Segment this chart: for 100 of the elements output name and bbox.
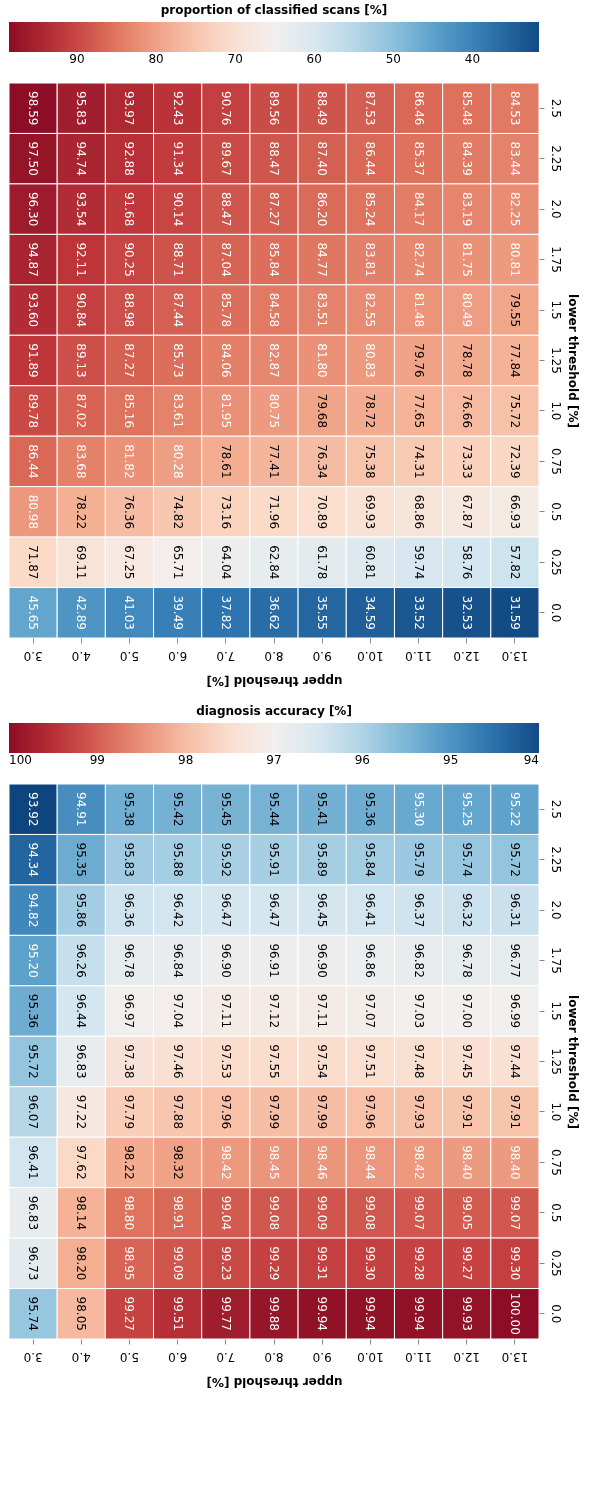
data-label: 33.52 bbox=[411, 595, 426, 630]
x-axis-title: upper threshold [%] bbox=[206, 1374, 343, 1389]
x-tick-label: 13.0 bbox=[501, 1349, 529, 1364]
data-label: 98.05 bbox=[74, 1296, 89, 1331]
data-label: 74.31 bbox=[411, 444, 426, 479]
data-label: 98.91 bbox=[170, 1195, 185, 1231]
data-label: 83.19 bbox=[459, 191, 474, 227]
data-label: 99.08 bbox=[363, 1195, 378, 1231]
x-tick-label: 5.0 bbox=[119, 648, 139, 663]
x-tick-label: 13.0 bbox=[501, 648, 529, 663]
data-label: 96.73 bbox=[26, 1246, 41, 1281]
color-bar-label: 99 bbox=[89, 753, 105, 767]
data-label: 83.81 bbox=[363, 242, 378, 277]
data-label: 98.40 bbox=[459, 1145, 474, 1180]
data-label: 95.79 bbox=[411, 842, 426, 877]
data-label: 96.97 bbox=[122, 993, 137, 1029]
data-label: 87.53 bbox=[363, 91, 378, 126]
data-label: 95.36 bbox=[26, 993, 41, 1029]
data-label: 95.74 bbox=[26, 1296, 41, 1331]
data-label: 95.91 bbox=[267, 842, 281, 877]
data-label: 87.02 bbox=[74, 393, 89, 429]
color-bar-label: 90 bbox=[69, 52, 85, 66]
data-label: 96.83 bbox=[26, 1195, 41, 1231]
data-label: 87.44 bbox=[170, 292, 185, 328]
data-label: 45.65 bbox=[26, 595, 41, 630]
data-label: 97.62 bbox=[74, 1145, 89, 1180]
data-label: 84.39 bbox=[459, 141, 474, 176]
x-tick-label: 8.0 bbox=[264, 1349, 284, 1364]
data-label: 41.03 bbox=[122, 595, 137, 630]
data-label: 94.87 bbox=[26, 242, 41, 277]
data-label: 88.47 bbox=[218, 191, 233, 227]
x-tick-label: 4.0 bbox=[71, 648, 91, 663]
data-label: 92.43 bbox=[170, 91, 185, 126]
data-label: 32.53 bbox=[459, 595, 474, 630]
data-label: 97.91 bbox=[459, 1094, 474, 1130]
data-label: 98.40 bbox=[507, 1145, 522, 1180]
data-label: 83.44 bbox=[507, 141, 522, 176]
data-label: 97.51 bbox=[363, 1044, 378, 1079]
data-label: 96.41 bbox=[363, 892, 378, 928]
data-label: 60.81 bbox=[363, 545, 378, 580]
data-label: 99.05 bbox=[459, 1195, 474, 1231]
data-label: 69.11 bbox=[74, 545, 89, 580]
data-label: 36.62 bbox=[267, 595, 281, 630]
data-label: 95.42 bbox=[170, 792, 185, 827]
data-label: 98.80 bbox=[122, 1195, 137, 1231]
data-label: 77.65 bbox=[411, 393, 426, 429]
data-label: 83.68 bbox=[74, 444, 89, 479]
y-tick-label: 0.5 bbox=[548, 502, 563, 522]
color-bar-label: 70 bbox=[227, 52, 243, 66]
data-label: 73.16 bbox=[218, 494, 233, 530]
data-label: 99.30 bbox=[507, 1246, 522, 1281]
data-label: 39.49 bbox=[170, 595, 185, 630]
data-label: 89.56 bbox=[267, 91, 281, 126]
data-label: 96.90 bbox=[315, 943, 330, 978]
data-label: 95.35 bbox=[74, 842, 89, 877]
x-tick-label: 11.0 bbox=[405, 648, 432, 663]
data-label: 85.78 bbox=[218, 292, 233, 328]
data-label: 77.41 bbox=[267, 444, 281, 479]
data-label: 95.36 bbox=[363, 792, 378, 827]
data-label: 84.53 bbox=[507, 91, 522, 126]
y-tick-label: 0.0 bbox=[548, 1304, 563, 1324]
data-label: 88.49 bbox=[315, 91, 330, 126]
data-label: 86.20 bbox=[315, 191, 330, 227]
data-label: 80.83 bbox=[363, 343, 378, 378]
data-label: 92.11 bbox=[74, 242, 89, 277]
data-label: 96.91 bbox=[267, 943, 281, 978]
data-label: 69.93 bbox=[363, 494, 378, 530]
data-label: 71.96 bbox=[267, 494, 281, 530]
data-label: 97.12 bbox=[267, 993, 281, 1029]
data-label: 97.99 bbox=[267, 1094, 281, 1130]
data-label: 97.88 bbox=[170, 1094, 185, 1130]
data-label: 96.47 bbox=[267, 892, 281, 928]
data-label: 96.84 bbox=[170, 943, 185, 978]
data-label: 81.48 bbox=[411, 292, 426, 328]
data-label: 72.39 bbox=[507, 444, 522, 479]
y-tick-label: 0.5 bbox=[548, 1203, 563, 1223]
color-bar-label: 80 bbox=[148, 52, 164, 66]
data-label: 79.68 bbox=[315, 393, 330, 429]
data-label: 97.54 bbox=[315, 1044, 330, 1079]
data-label: 96.82 bbox=[411, 943, 426, 978]
data-label: 70.89 bbox=[315, 494, 330, 530]
data-label: 76.36 bbox=[122, 494, 137, 530]
y-tick-label: 0.25 bbox=[548, 1249, 563, 1277]
data-label: 84.77 bbox=[315, 242, 330, 277]
data-label: 99.09 bbox=[315, 1195, 330, 1231]
x-tick-label: 7.0 bbox=[216, 1349, 236, 1364]
data-label: 89.67 bbox=[218, 141, 233, 176]
data-label: 98.32 bbox=[170, 1145, 185, 1180]
data-label: 97.46 bbox=[170, 1044, 185, 1079]
y-tick-label: 0.75 bbox=[548, 448, 563, 475]
data-label: 79.76 bbox=[411, 343, 426, 378]
data-label: 85.73 bbox=[170, 343, 185, 378]
color-bar-label: 50 bbox=[385, 52, 402, 66]
data-label: 88.71 bbox=[170, 242, 185, 277]
data-label: 97.93 bbox=[411, 1094, 426, 1130]
y-tick-label: 1.25 bbox=[548, 347, 563, 374]
data-label: 81.80 bbox=[315, 343, 330, 378]
data-label: 96.86 bbox=[363, 943, 378, 978]
data-label: 78.61 bbox=[218, 444, 233, 479]
data-label: 91.34 bbox=[170, 141, 185, 176]
